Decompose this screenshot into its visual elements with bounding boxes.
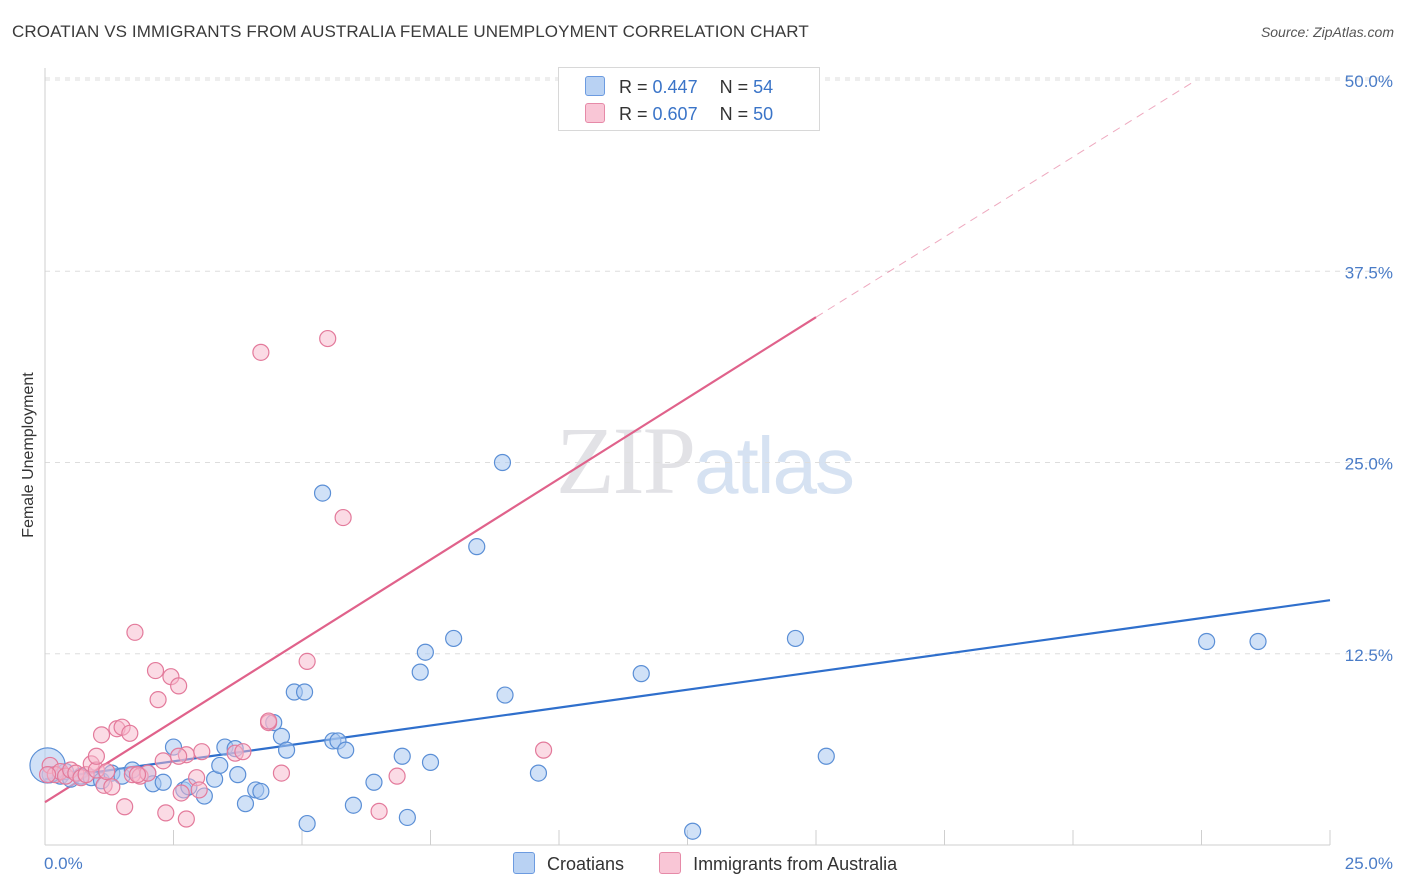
croatian-point [154, 773, 172, 791]
watermark-atlas: atlas [694, 421, 855, 510]
australia-point [252, 343, 270, 361]
chart-source: Source: ZipAtlas.com [1260, 24, 1394, 40]
legend-row-australia: R = 0.607 N = 50 [585, 103, 773, 125]
tick-labels: 12.5% 25.0% 37.5% 50.0% 0.0% 25.0% [44, 72, 1393, 873]
australia-point [272, 764, 291, 782]
data-points [29, 329, 1267, 840]
australia-point [149, 691, 167, 709]
legend-r-label: R = [619, 104, 648, 124]
croatian-point [1249, 632, 1267, 651]
australia-point [319, 329, 337, 348]
australia-trend-extension [815, 79, 1197, 318]
legend-n-value: 54 [753, 77, 774, 97]
croatian-point [529, 764, 548, 782]
australia-point [170, 677, 188, 695]
croatian-point [468, 538, 486, 556]
grid-lines [45, 77, 1392, 655]
croatian-point [445, 629, 463, 648]
watermark: ZIPatlas [556, 405, 855, 516]
australia-point [92, 726, 111, 744]
croatian-point [684, 822, 702, 840]
legend-row-croatians: R = 0.447 N = 54 [585, 76, 773, 98]
croatian-point [632, 665, 650, 683]
legend-n-label: N = [719, 104, 749, 124]
croatian-point [295, 683, 314, 701]
croatian-point [236, 795, 255, 813]
australia-point [334, 508, 352, 527]
australia-label: Immigrants from Australia [693, 854, 898, 874]
australia-point [298, 652, 316, 671]
croatian-point [1198, 632, 1216, 651]
australia-point [259, 712, 278, 730]
australia-point [154, 752, 172, 770]
croatian-point [252, 782, 270, 801]
correlation-legend: R = 0.447 N = 54 R = 0.607 N = 50 [558, 67, 820, 131]
y-tick-label: 25.0% [1345, 455, 1393, 474]
y-tick-label: 37.5% [1345, 263, 1393, 282]
croatian-point [365, 773, 383, 791]
croatian-point [277, 741, 296, 759]
x-tick-label: 0.0% [44, 854, 83, 873]
australia-point [370, 802, 388, 820]
australia-point [103, 778, 121, 796]
y-tick-label: 12.5% [1345, 646, 1393, 665]
legend-swatch-croatians [585, 76, 605, 96]
croatian-point [411, 663, 429, 681]
trend-lines [44, 79, 1331, 804]
croatian-point [313, 484, 332, 502]
australia-point [98, 762, 116, 781]
croatians-swatch [513, 852, 535, 874]
y-axis-label: Female Unemployment [20, 372, 37, 538]
legend-n-label: N = [719, 77, 749, 97]
croatian-point [416, 643, 434, 661]
croatian-point [421, 753, 440, 771]
australia-point [116, 798, 134, 816]
australia-swatch [659, 852, 682, 874]
australia-point [234, 743, 252, 761]
australia-point [190, 781, 208, 799]
croatians-trend-line [44, 599, 1331, 781]
x-tick-label: 25.0% [1345, 854, 1393, 873]
australia-point [193, 743, 211, 761]
croatian-point [298, 814, 316, 833]
legend-n-value: 50 [753, 104, 774, 124]
australia-point [126, 623, 144, 641]
croatian-point [337, 741, 355, 759]
croatian-point [398, 808, 416, 827]
australia-point [177, 810, 195, 828]
legend-r-value: 0.607 [652, 104, 698, 124]
croatians-label: Croatians [547, 854, 625, 874]
axes [44, 68, 1331, 846]
legend-item-australia: Immigrants from Australia [659, 852, 897, 875]
croatian-point [229, 766, 247, 784]
chart-title: CROATIAN VS IMMIGRANTS FROM AUSTRALIA FE… [12, 22, 809, 41]
legend-item-croatians: Croatians [513, 852, 624, 875]
australia-point [388, 767, 406, 785]
y-tick-label: 50.0% [1345, 72, 1393, 91]
australia-point [157, 804, 175, 822]
australia-point [172, 784, 190, 802]
legend-r-label: R = [619, 77, 648, 97]
croatian-point [496, 686, 514, 704]
series-legend: Croatians Immigrants from Australia [513, 852, 927, 875]
australia-trend-line [44, 316, 817, 804]
legend-swatch-australia [585, 103, 605, 123]
watermark-zip: ZIP [556, 407, 696, 514]
australia-point [87, 747, 106, 765]
croatian-point [344, 796, 362, 814]
australia-point [38, 766, 57, 784]
australia-point [534, 741, 553, 759]
australia-point [128, 766, 147, 784]
croatian-point [493, 453, 512, 472]
australia-point [146, 661, 165, 680]
legend-r-value: 0.447 [652, 77, 698, 97]
croatian-point [817, 747, 835, 765]
croatian-point [211, 756, 229, 775]
australia-point [121, 724, 139, 742]
croatian-point [393, 747, 411, 765]
australia-point [170, 747, 188, 765]
croatian-point [786, 629, 805, 648]
